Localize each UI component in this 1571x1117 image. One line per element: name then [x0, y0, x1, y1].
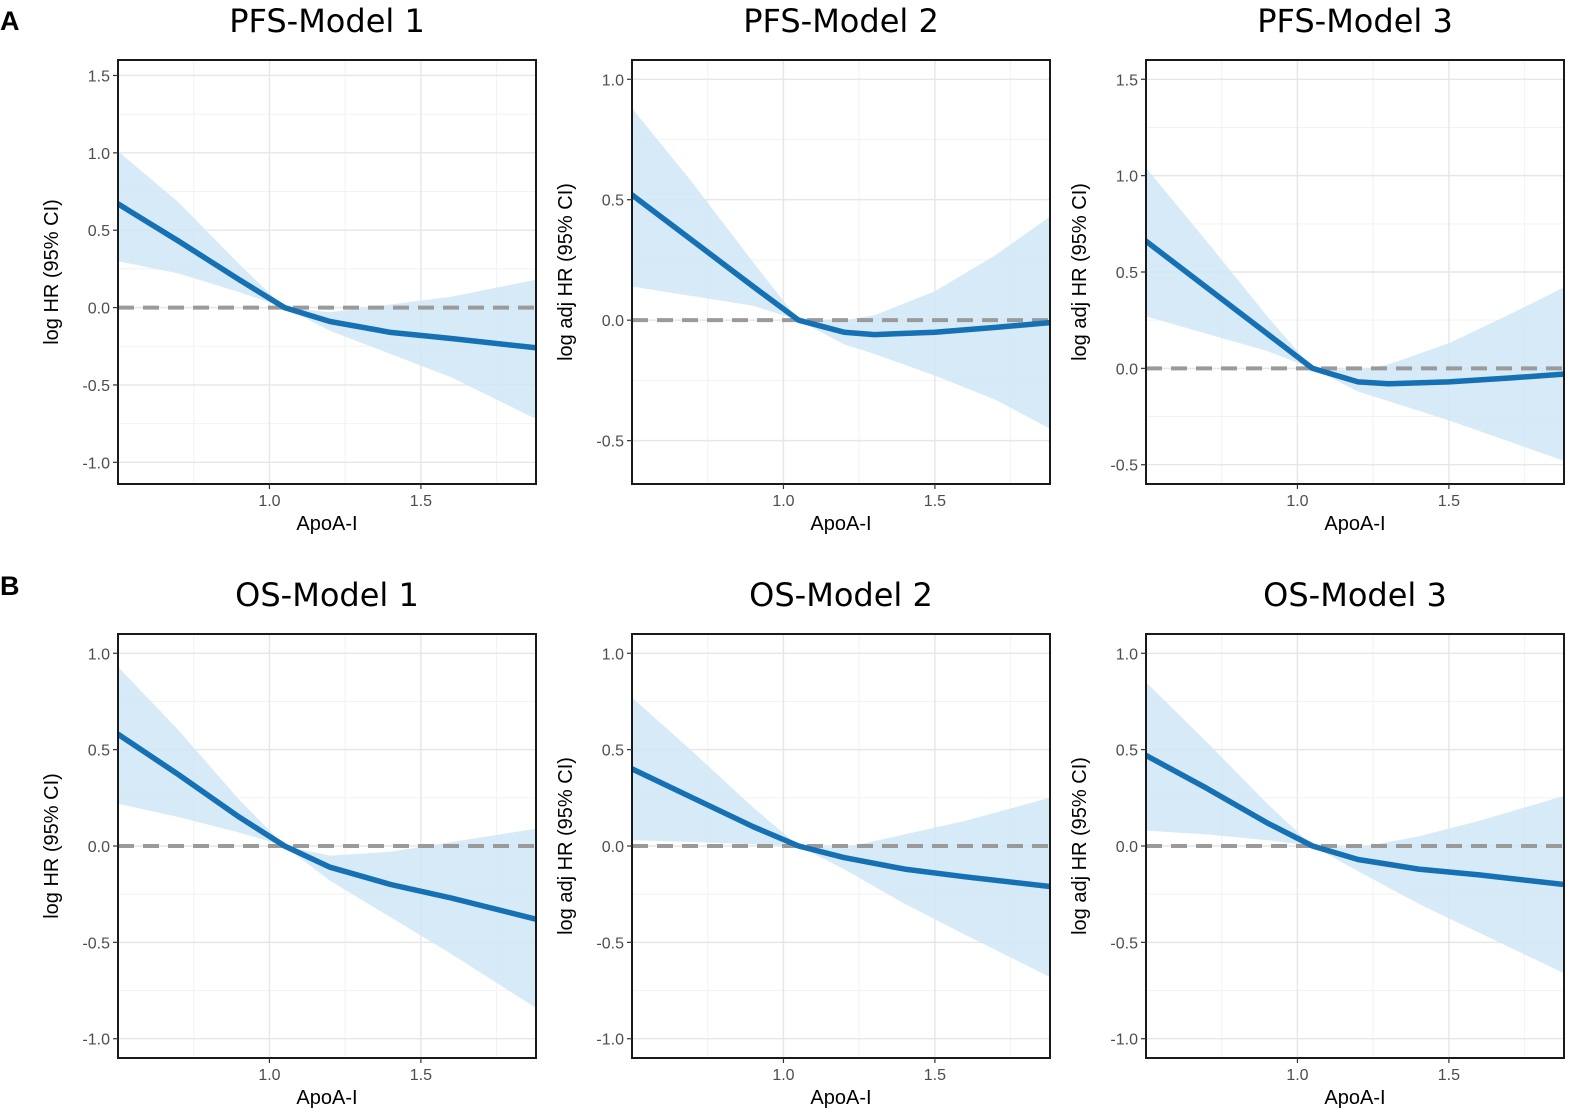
chart6-ytick-label: -1.0	[1110, 1032, 1138, 1049]
chart3-title: PFS-Model 3	[1257, 2, 1453, 40]
chart2-xtick-label: 1.5	[924, 493, 946, 510]
chart5-xtick-label: 1.0	[772, 1067, 794, 1084]
chart4-ytick-label: -1.0	[82, 1032, 110, 1049]
chart3-ci-ribbon	[1146, 167, 1564, 461]
chart2: PFS-Model 2 -0.5 0.0 0.5 1.0 1.0 1.5 ApoA-I log …	[555, 2, 1051, 535]
chart3: PFS-Model 3 -0.5 0.0 0.5 1.0 1.5 1.0 1.5 ApoA-I l…	[1069, 2, 1565, 535]
chart6-ytick-label: 1.0	[1116, 646, 1138, 663]
chart4-xlabel: ApoA-I	[296, 1087, 357, 1109]
chart3-ytick-label: 1.5	[1116, 72, 1138, 89]
chart4-xtick-label: 1.5	[410, 1067, 432, 1084]
chart5-ytick-label: -1.0	[596, 1032, 624, 1049]
chart6-ytick-label: -0.5	[1110, 935, 1138, 952]
chart6-ytick-label: 0.5	[1116, 743, 1138, 760]
chart6-xtick-label: 1.5	[1438, 1067, 1460, 1084]
chart4: OS-Model 1 -1.0 -0.5 0.0 0.5 1.0 1.0 1.5 ApoA-I l…	[41, 576, 537, 1109]
chart1-title: PFS-Model 1	[229, 2, 425, 40]
chart1-ytick-label: -1.0	[82, 455, 110, 472]
chart3-estimate-line	[1146, 238, 1564, 387]
chart4-estimate-line	[118, 731, 536, 922]
chart3-ytick-label: 0.0	[1116, 361, 1138, 378]
chart2-ci-ribbon	[632, 108, 1050, 429]
chart6-ylabel: log adj HR (95% CI)	[1069, 757, 1091, 935]
chart5-xlabel: ApoA-I	[810, 1087, 871, 1109]
chart1-ytick-label: -0.5	[82, 378, 110, 395]
chart4-ytick-label: 0.5	[88, 743, 110, 760]
chart1-xtick-label: 1.5	[410, 493, 432, 510]
chart2-ytick-label: 1.0	[602, 72, 624, 89]
chart5-ytick-label: 1.0	[602, 646, 624, 663]
chart5-title: OS-Model 2	[749, 576, 933, 614]
chart1-xtick-label: 1.0	[258, 493, 280, 510]
chart2-estimate-line	[632, 192, 1050, 338]
chart1-estimate-line	[118, 201, 536, 351]
chart5-xtick-label: 1.5	[924, 1067, 946, 1084]
chart3-ytick-label: -0.5	[1110, 458, 1138, 475]
chart1-ytick-label: 0.0	[88, 301, 110, 318]
chart6-xtick-label: 1.0	[1286, 1067, 1308, 1084]
chart2-plot-frame	[631, 59, 1051, 485]
chart1-ytick-label: 0.5	[88, 223, 110, 240]
chart4-ytick-label: -0.5	[82, 935, 110, 952]
chart2-xtick-label: 1.0	[772, 493, 794, 510]
chart5-ytick-label: 0.5	[602, 743, 624, 760]
chart6: OS-Model 3 -1.0 -0.5 0.0 0.5 1.0 1.0 1.5 ApoA-I l…	[1069, 576, 1565, 1109]
chart5-ytick-label: -0.5	[596, 935, 624, 952]
chart3-xlabel: ApoA-I	[1324, 513, 1385, 535]
chart4-title: OS-Model 1	[235, 576, 419, 614]
chart2-ytick-label: 0.0	[602, 313, 624, 330]
chart2-title: PFS-Model 2	[743, 2, 939, 40]
chart1-xlabel: ApoA-I	[296, 513, 357, 535]
chart6-ci-ribbon	[1146, 682, 1564, 974]
chart1-plot-frame	[117, 59, 537, 485]
panel-letter-a: A	[0, 6, 20, 36]
chart6-xlabel: ApoA-I	[1324, 1087, 1385, 1109]
chart5-ytick-label: 0.0	[602, 839, 624, 856]
chart1-ytick-label: 1.0	[88, 146, 110, 163]
panel-letter-b: B	[0, 571, 20, 601]
chart5-estimate-line	[632, 766, 1050, 890]
chart3-xtick-label: 1.5	[1438, 493, 1460, 510]
chart4-ytick-label: 0.0	[88, 839, 110, 856]
chart1-ylabel: log HR (95% CI)	[41, 199, 63, 345]
chart5-ci-ribbon	[632, 697, 1050, 978]
chart6-title: OS-Model 3	[1263, 576, 1447, 614]
chart3-ytick-label: 1.0	[1116, 169, 1138, 186]
chart2-xlabel: ApoA-I	[810, 513, 871, 535]
chart5-ylabel: log adj HR (95% CI)	[555, 757, 577, 935]
chart3-ylabel: log adj HR (95% CI)	[1069, 183, 1091, 361]
chart4-ci-ribbon	[118, 666, 536, 1008]
chart3-ytick-label: 0.5	[1116, 265, 1138, 282]
chart1-ytick-label: 1.5	[88, 68, 110, 85]
chart2-ylabel: log adj HR (95% CI)	[555, 183, 577, 361]
chart6-estimate-line	[1146, 752, 1564, 888]
chart4-xtick-label: 1.0	[258, 1067, 280, 1084]
chart1: PFS-Model 1 -1.0 -0.5 0.0 0.5 1.0 1.5 1.0 1.5 Apo…	[41, 2, 537, 535]
chart1-ci-ribbon	[118, 151, 536, 420]
chart6-ytick-label: 0.0	[1116, 839, 1138, 856]
chart5: OS-Model 2 -1.0 -0.5 0.0 0.5 1.0 1.0 1.5 ApoA-I l…	[555, 576, 1051, 1109]
chart4-ytick-label: 1.0	[88, 646, 110, 663]
chart2-ytick-label: 0.5	[602, 193, 624, 210]
chart2-ytick-label: -0.5	[596, 434, 624, 451]
chart4-ylabel: log HR (95% CI)	[41, 773, 63, 919]
chart3-xtick-label: 1.0	[1286, 493, 1308, 510]
